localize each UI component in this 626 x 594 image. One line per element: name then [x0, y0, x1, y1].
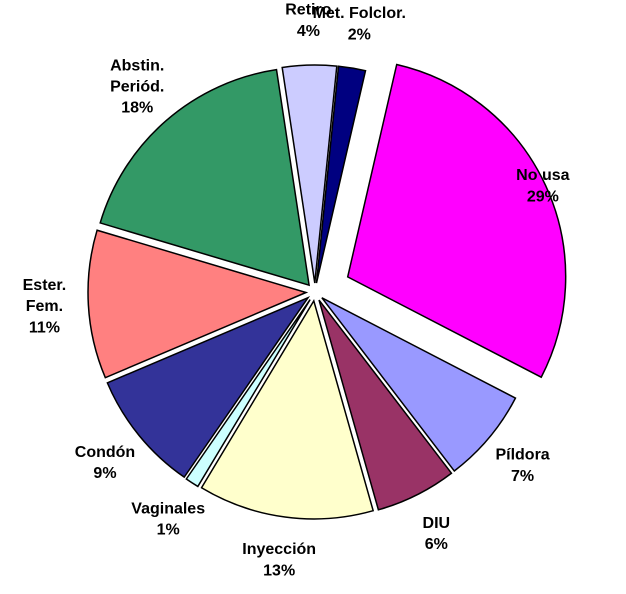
- slice-label: No usa: [516, 167, 569, 184]
- slice-label: Condón: [75, 444, 135, 461]
- slice-label: Met. Folclor.: [313, 5, 406, 22]
- value-label: 1%: [157, 522, 180, 539]
- value-label: 4%: [297, 23, 320, 40]
- pie-slice: [106, 295, 311, 479]
- pie-slice: [185, 299, 311, 488]
- pie-slice: [321, 297, 517, 473]
- slice-label: Píldora: [495, 447, 549, 464]
- slice-label: Inyección: [242, 541, 316, 558]
- pie-slice: [318, 299, 453, 511]
- value-label: 7%: [511, 468, 534, 485]
- pie-slice: [281, 64, 338, 284]
- slice-label: Retiro: [285, 2, 331, 19]
- value-label: 11%: [29, 319, 60, 336]
- slice-label: Abstin. Periód.: [110, 58, 164, 96]
- value-label: 29%: [527, 188, 559, 205]
- value-label: 18%: [121, 100, 153, 117]
- pie-slice: [315, 65, 367, 284]
- slice-label: DIU: [423, 515, 451, 532]
- slice-label: Vaginales: [131, 501, 205, 518]
- value-label: 9%: [93, 465, 116, 482]
- value-label: 2%: [348, 26, 371, 43]
- pie-slice: [346, 63, 567, 379]
- slice-label: Ester. Fem.: [23, 277, 67, 315]
- value-label: 6%: [425, 536, 448, 553]
- value-label: 13%: [263, 562, 295, 579]
- pie-slice: [200, 299, 375, 520]
- pie-slice: [87, 229, 309, 379]
- pie-slice: [99, 68, 311, 287]
